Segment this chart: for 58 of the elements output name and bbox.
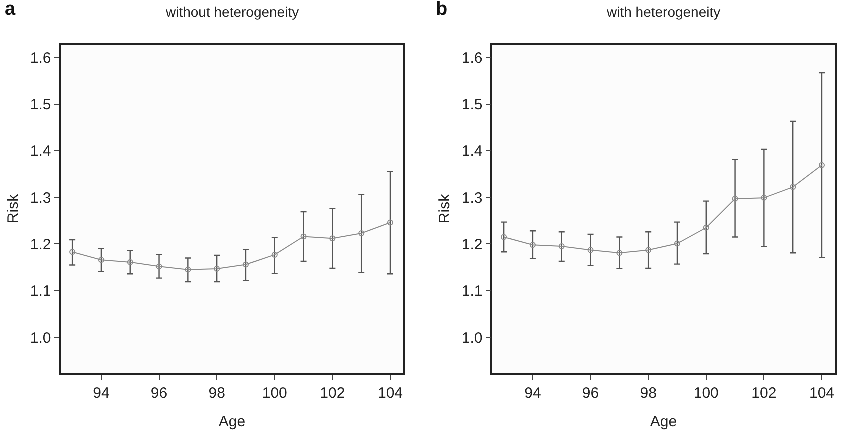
- point: [818, 162, 825, 168]
- y-axis-title: Risk: [5, 194, 22, 224]
- y-tick-label: 1.0: [462, 330, 483, 347]
- point: [616, 250, 623, 256]
- y-tick-label: 1.1: [462, 283, 483, 300]
- point: [530, 242, 536, 248]
- point: [558, 244, 565, 250]
- point: [358, 230, 365, 236]
- y-tick-label: 1.2: [462, 236, 483, 254]
- point: [387, 220, 394, 226]
- chart-title: without heterogeneity: [165, 4, 300, 20]
- point: [242, 262, 249, 268]
- text: b: [436, 0, 448, 20]
- x-tick-label: 98: [208, 384, 226, 402]
- point: [70, 249, 76, 256]
- y-tick-label: 1.1: [30, 283, 52, 300]
- point: [214, 266, 220, 272]
- point: [646, 247, 652, 254]
- point: [272, 252, 278, 258]
- y-tick-label: 1.5: [30, 96, 52, 114]
- x-axis-title: Age: [218, 413, 246, 430]
- point: [501, 234, 508, 240]
- text: a: [5, 0, 16, 20]
- point: [703, 224, 710, 231]
- point: [588, 247, 594, 254]
- x-tick-label: 96: [582, 384, 600, 402]
- point: [156, 264, 162, 270]
- y-tick-label: 1.5: [462, 96, 483, 114]
- x-tick-label: 100: [262, 384, 288, 402]
- x-tick-label: 102: [752, 384, 777, 402]
- point: [127, 259, 134, 266]
- y-tick-label: 1.6: [462, 50, 483, 67]
- x-tick-label: 104: [378, 384, 404, 402]
- point: [674, 240, 680, 247]
- x-tick-label: 96: [150, 384, 168, 402]
- x-axis-title: Age: [650, 413, 678, 430]
- point: [330, 236, 336, 242]
- y-tick-label: 1.4: [462, 143, 483, 160]
- chart-title: with heterogeneity: [606, 4, 721, 20]
- point: [761, 195, 768, 202]
- y-tick-label: 1.3: [30, 190, 52, 207]
- y-tick-label: 1.3: [462, 190, 483, 207]
- x-tick-label: 94: [524, 384, 542, 402]
- point: [185, 266, 192, 273]
- y-tick-label: 1.0: [30, 330, 52, 347]
- x-tick-label: 94: [93, 384, 110, 402]
- x-tick-label: 98: [640, 384, 657, 402]
- y-axis-title: Risk: [436, 194, 454, 224]
- point: [98, 257, 104, 264]
- x-tick-label: 100: [694, 384, 719, 402]
- point: [790, 184, 796, 190]
- y-tick-label: 1.2: [30, 236, 52, 254]
- point: [300, 234, 307, 240]
- x-tick-label: 104: [809, 384, 835, 402]
- point: [732, 196, 738, 202]
- y-tick-label: 1.4: [30, 143, 52, 160]
- x-tick-label: 102: [320, 384, 346, 402]
- y-tick-label: 1.6: [30, 50, 52, 67]
